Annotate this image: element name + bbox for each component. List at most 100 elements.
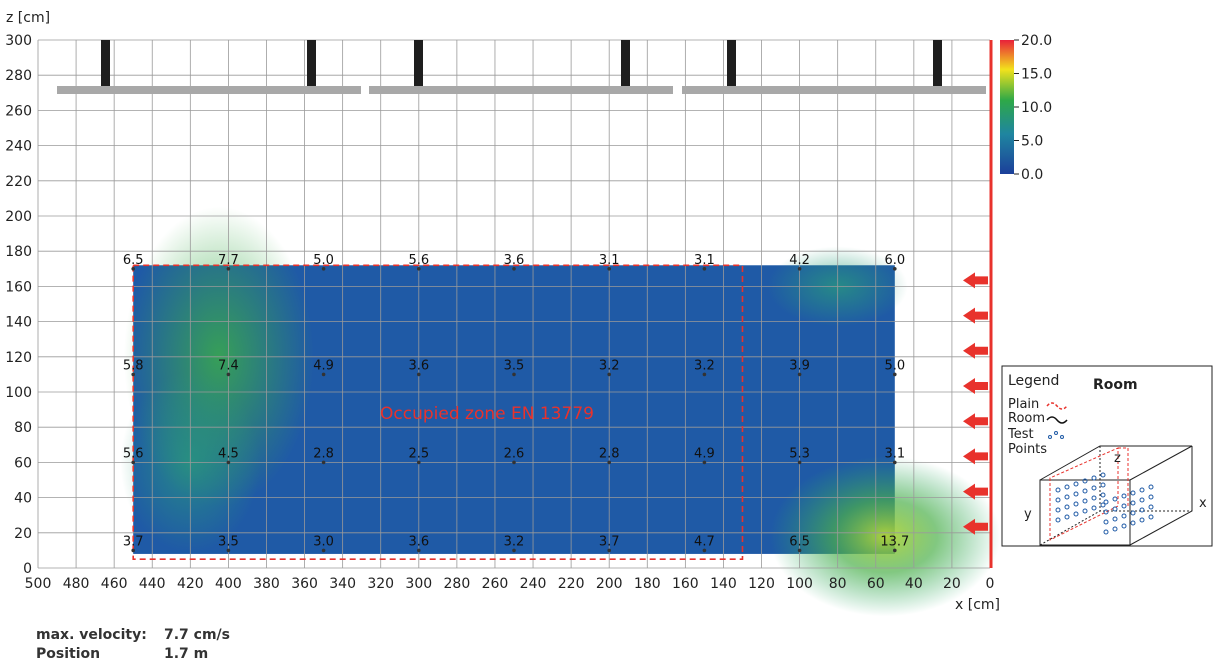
velocity-value-label: 4.5 (218, 446, 239, 461)
test-point (512, 372, 516, 377)
test-point (702, 372, 707, 377)
room-sketch (1039, 445, 1193, 546)
x-tick-label: 60 (867, 576, 885, 592)
legend-box: Legend Room Plain Room Test Points y x z (1001, 365, 1213, 547)
velocity-value-label: 4.2 (789, 253, 810, 268)
velocity-label: max. velocity: (36, 627, 147, 643)
room-test-point (1148, 514, 1154, 520)
velocity-value-label: 4.7 (694, 534, 715, 549)
ceiling-hanger (307, 40, 316, 86)
room-test-point (1130, 500, 1136, 506)
legend-room-swatch (1046, 416, 1068, 424)
room-test-point (1130, 520, 1136, 526)
ceiling-panel (369, 86, 673, 94)
room-occupied-sketch (1049, 447, 1129, 541)
y-tick-label: 0 (23, 561, 32, 577)
y-tick-label: 60 (14, 455, 32, 471)
x-tick-label: 240 (520, 576, 547, 592)
x-tick-label: 360 (291, 576, 318, 592)
x-tick-label: 500 (25, 576, 52, 592)
room-test-point (1055, 487, 1061, 493)
velocity-value-label: 7.4 (218, 358, 239, 373)
velocity-value: 7.7 cm/s (164, 627, 231, 643)
test-point (607, 267, 611, 271)
position-label: Position (36, 646, 101, 662)
test-point (226, 460, 231, 465)
y-tick-label: 260 (5, 103, 32, 119)
test-point (893, 267, 897, 271)
x-tick-label: 140 (710, 576, 737, 592)
ceiling-hanger (933, 40, 942, 86)
room-test-point (1121, 503, 1127, 509)
room-test-point (1139, 497, 1145, 503)
ceiling-hanger (414, 40, 423, 86)
room-test-point (1112, 496, 1118, 502)
velocity-value-label: 3.0 (313, 534, 334, 549)
room-test-point (1064, 494, 1070, 500)
x-tick-label: 380 (253, 576, 280, 592)
colorbar-tick-label: 5.0 (1021, 134, 1043, 150)
room-test-point (1130, 510, 1136, 516)
velocity-info: max. velocity: 7.7 cm/s (36, 627, 230, 643)
room-test-point (1139, 487, 1145, 493)
velocity-value-label: 6.5 (123, 253, 144, 268)
room-test-point (1073, 501, 1079, 507)
ceiling-panel (682, 86, 986, 94)
y-tick-label: 300 (5, 33, 32, 49)
legend-item-points: Points (1008, 442, 1047, 457)
x-tick-label: 340 (329, 576, 356, 592)
y-tick-label: 180 (5, 244, 32, 260)
velocity-value-label: 3.7 (599, 534, 620, 549)
x-tick-label: 120 (748, 576, 775, 592)
colorbar-tick-label: 10.0 (1021, 100, 1052, 116)
legend-room-heading: Room (1093, 377, 1138, 393)
velocity-value-label: 5.8 (123, 358, 144, 373)
ceiling-hanger (727, 40, 736, 86)
velocity-value-label: 5.0 (884, 358, 905, 373)
legend-frame (1001, 365, 1213, 547)
y-axis-title: z [cm] (6, 10, 50, 26)
y-tick-label: 220 (5, 174, 32, 190)
velocity-value-label: 6.0 (884, 253, 905, 268)
position-value: 1.7 m (164, 646, 209, 662)
occupied-zone-outline (132, 264, 744, 561)
room-test-point (1100, 482, 1106, 488)
velocity-value-label: 3.1 (599, 253, 620, 268)
test-point (797, 267, 802, 271)
y-tick-label: 100 (5, 385, 32, 401)
room-test-points (1055, 472, 1154, 535)
occupied-zone-label: Occupied zone EN 13779 (380, 404, 594, 424)
room-test-point (1100, 502, 1106, 508)
hot-region-bottom-right (770, 456, 1001, 617)
y-tick-label: 120 (5, 350, 32, 366)
test-point (321, 460, 326, 465)
test-point (321, 372, 326, 377)
x-tick-label: 440 (139, 576, 166, 592)
room-test-point (1091, 505, 1097, 511)
velocity-value-label: 2.6 (504, 446, 525, 461)
room-test-point (1121, 523, 1127, 529)
y-tick-label: 200 (5, 209, 32, 225)
velocity-value-label: 3.2 (599, 358, 620, 373)
room-test-point (1073, 491, 1079, 497)
room-test-point (1064, 514, 1070, 520)
x-tick-label: 460 (101, 576, 128, 592)
supply-arrow (963, 413, 988, 430)
test-point (131, 267, 135, 271)
colorbar-tick-label: 20.0 (1021, 33, 1052, 49)
room-test-point (1112, 516, 1118, 522)
x-tick-label: 220 (558, 576, 585, 592)
room-test-point (1100, 492, 1106, 498)
test-point (702, 460, 707, 465)
occupied-zone: Occupied zone EN 13779 (132, 264, 744, 561)
y-axis-ticks: 0 20 40 60 80 100 120 140 160 180 200 220 240 260 280 3… (5, 33, 32, 577)
velocity-value-label: 5.6 (123, 446, 144, 461)
velocity-value-label: 5.0 (313, 253, 334, 268)
y-tick-label: 160 (5, 279, 32, 295)
room-test-point (1112, 506, 1118, 512)
test-point (893, 372, 897, 377)
room-test-point (1055, 507, 1061, 513)
y-tick-label: 240 (5, 139, 32, 155)
room-test-point (1103, 509, 1109, 515)
ceiling-hanger (101, 40, 110, 86)
